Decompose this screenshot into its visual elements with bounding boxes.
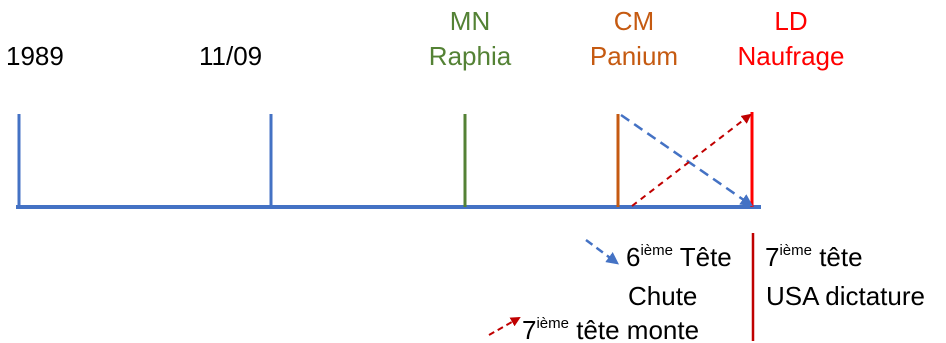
label-naufrage: Naufrage <box>737 41 845 71</box>
legend-blue-arrow-icon <box>585 238 620 265</box>
legend-chute: Chute <box>628 281 698 311</box>
label-1989: 1989 <box>6 41 64 71</box>
label-raphia: Raphia <box>428 41 512 71</box>
label-panium: Panium <box>589 41 679 71</box>
blue-dashed-arrow <box>620 113 754 207</box>
legend-7ieme-tete-monte: 7ième tête monte <box>522 315 700 343</box>
label-1109: 11/09 <box>199 41 263 71</box>
legend-7ieme-tete: 7ième tête <box>765 242 863 272</box>
legend-red-arrow-icon <box>488 317 521 336</box>
label-mn: MN <box>449 6 491 36</box>
label-ld: LD <box>774 6 808 36</box>
legend-6ieme-tete: 6ième Tête <box>626 242 732 272</box>
red-dashed-arrow <box>631 113 752 207</box>
legend-usa-dictature: USA dictature <box>766 281 925 311</box>
label-cm: CM <box>613 6 655 36</box>
